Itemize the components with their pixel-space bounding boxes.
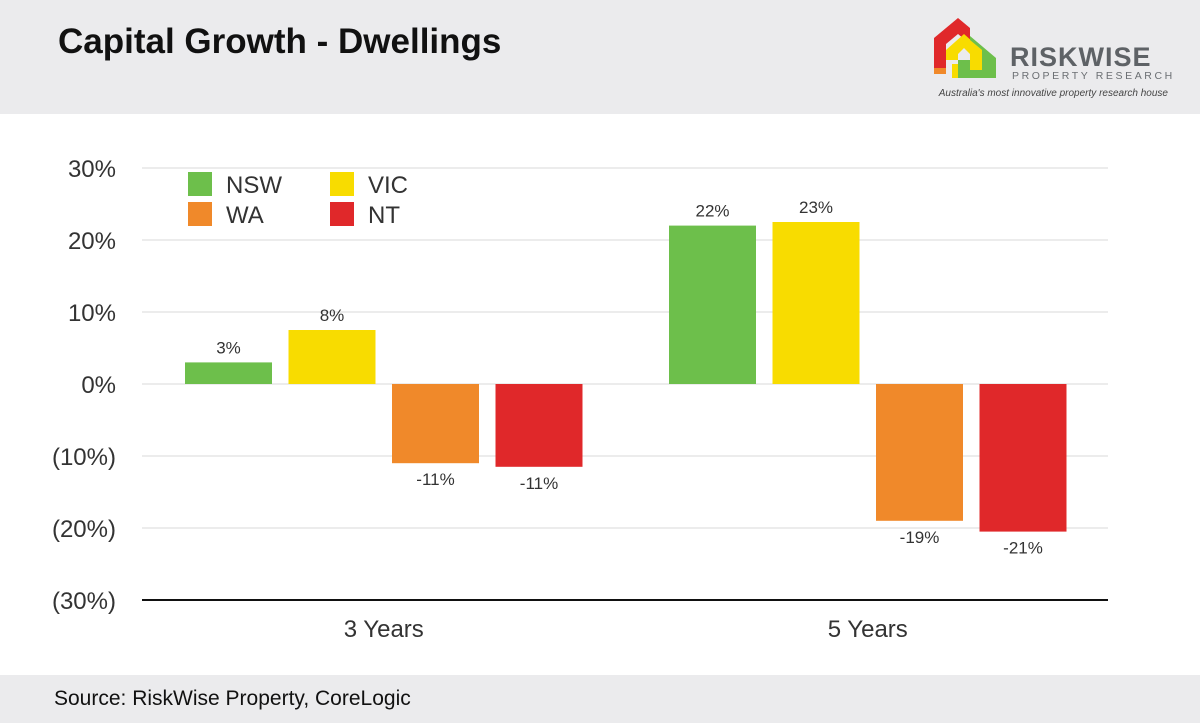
- bar-vic-3-years: [288, 330, 376, 384]
- bar-nt-3-years: [495, 384, 583, 467]
- y-tick-label: (10%): [52, 444, 116, 471]
- data-labels: 3% 8% -11% -11% 22% 23% -19% -21%: [216, 198, 1043, 558]
- data-label: -11%: [520, 474, 558, 493]
- data-label: -11%: [416, 470, 454, 489]
- data-label: 23%: [799, 198, 833, 217]
- brand-subtitle: PROPERTY RESEARCH: [1012, 70, 1175, 82]
- y-tick-label: 30%: [68, 156, 116, 183]
- bar-vic-5-years: [772, 222, 860, 384]
- house-logo-icon: [934, 18, 996, 78]
- legend-label-nsw: NSW: [226, 172, 282, 199]
- data-label: -21%: [1003, 539, 1043, 558]
- bar-wa-5-years: [876, 384, 963, 521]
- riskwise-logo: RISKWISE PROPERTY RESEARCH Australia's m…: [930, 14, 1180, 104]
- data-label: -19%: [900, 528, 940, 547]
- legend-swatch-nsw: [188, 172, 212, 196]
- y-tick-label: (30%): [52, 588, 116, 615]
- y-tick-label: 0%: [81, 372, 116, 399]
- page-title: Capital Growth - Dwellings: [58, 22, 502, 61]
- legend-swatch-vic: [330, 172, 354, 196]
- gridlines: [142, 167, 1108, 601]
- y-tick-label: (20%): [52, 516, 116, 543]
- x-tick-label: 3 Years: [344, 616, 424, 643]
- bar-nsw-5-years: [669, 225, 756, 384]
- header-band: Capital Growth - Dwellings RISKWISE PROP…: [0, 0, 1200, 114]
- legend-swatch-nt: [330, 202, 354, 226]
- data-label: 22%: [695, 202, 729, 221]
- data-label: 3%: [216, 338, 241, 357]
- footer-band: Source: RiskWise Property, CoreLogic: [0, 675, 1200, 723]
- bar-nt-5-years: [979, 384, 1067, 532]
- y-tick-label: 10%: [68, 300, 116, 327]
- legend-label-wa: WA: [226, 202, 264, 229]
- legend: NSW VIC WA NT: [188, 172, 408, 229]
- brand-name: RISKWISE: [1010, 42, 1152, 72]
- bar-nsw-3-years: [185, 362, 272, 384]
- legend-label-vic: VIC: [368, 172, 408, 199]
- x-tick-label: 5 Years: [828, 616, 908, 643]
- bar-wa-3-years: [392, 384, 479, 464]
- x-axis-ticks: 3 Years 5 Years: [344, 616, 908, 643]
- data-label: 8%: [320, 306, 345, 325]
- brand-tagline: Australia's most innovative property res…: [938, 88, 1168, 99]
- legend-swatch-wa: [188, 202, 212, 226]
- y-tick-label: 20%: [68, 228, 116, 255]
- bars: [185, 222, 1067, 532]
- source-note: Source: RiskWise Property, CoreLogic: [54, 687, 411, 710]
- capital-growth-chart: 30% 20% 10% 0% (10%) (20%) (30%) 3% 8% -11% -11% 2…: [52, 156, 1108, 643]
- legend-label-nt: NT: [368, 202, 400, 229]
- y-axis-ticks: 30% 20% 10% 0% (10%) (20%) (30%): [52, 156, 116, 615]
